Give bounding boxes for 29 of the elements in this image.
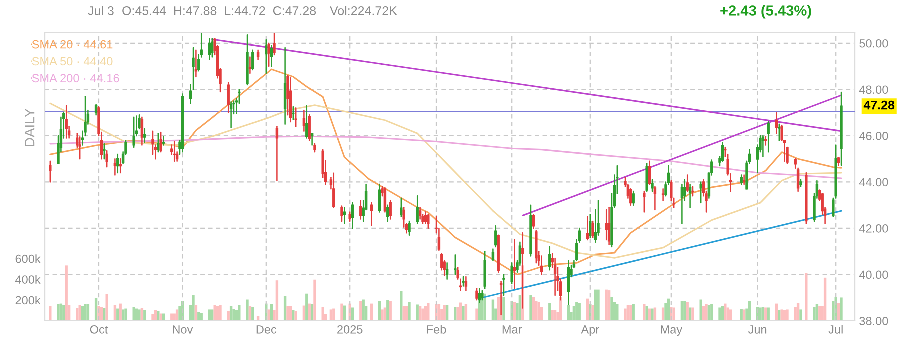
chart-title: Jul 3 [88, 6, 114, 16]
y-tick-label: 40.00 [859, 270, 888, 280]
chart-subtitle: O:45.44 H:47.88 L:44.72 C:47.28 [122, 6, 316, 16]
y-tick-label: 50.00 [860, 39, 888, 48]
x-tick-label: Jun [748, 326, 767, 334]
y-tick-label: 44.00 [859, 178, 888, 187]
x-tick-label: Apr [581, 326, 600, 336]
y-tick-label: 42.00 [859, 224, 888, 233]
y2-tick-label: 200k [16, 296, 41, 305]
x-tick-label: 2025 [338, 325, 363, 334]
y2-tick-label: 400k [16, 275, 41, 284]
x-tick-label: Dec [256, 326, 277, 334]
legend-label: SMA 20 · 44.61 [32, 40, 113, 49]
y-tick-label: 46.00 [859, 132, 888, 140]
x-tick-label: Nov [173, 326, 194, 334]
y-tick-label: 48.00 [859, 86, 888, 94]
annotation: 47.28 [864, 100, 895, 110]
x-tick-label: Mar [502, 326, 522, 334]
y-tick-label: 38.00 [860, 317, 888, 326]
text: Vol:224.72K [330, 6, 398, 16]
text: +2.43 (5.43%) [720, 5, 812, 19]
y2-tick-label: 600k [16, 254, 41, 264]
text: DAILY [25, 108, 35, 146]
x-tick-label: Feb [427, 325, 446, 334]
x-tick-label: May [661, 326, 683, 336]
legend-label: SMA 200 · 44.16 [32, 74, 120, 83]
legend-label: SMA 50 · 44.40 [32, 57, 113, 66]
x-tick-label: Oct [90, 325, 108, 334]
x-tick-label: Jul [828, 325, 843, 334]
